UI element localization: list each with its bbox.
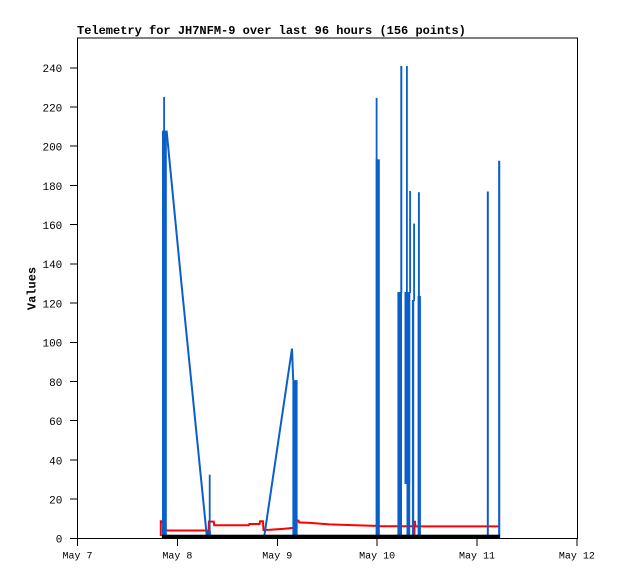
svg-text:180: 180 (42, 182, 62, 194)
svg-text:May 9: May 9 (262, 552, 292, 563)
svg-text:20: 20 (49, 496, 62, 508)
svg-text:160: 160 (42, 221, 62, 233)
svg-text:0: 0 (56, 535, 63, 547)
svg-text:40: 40 (49, 456, 62, 468)
svg-text:120: 120 (42, 300, 62, 312)
svg-text:200: 200 (42, 143, 62, 155)
svg-text:80: 80 (49, 378, 62, 390)
svg-text:May 12: May 12 (559, 552, 595, 563)
svg-text:May 7: May 7 (62, 552, 92, 563)
svg-text:May 11: May 11 (459, 552, 495, 563)
svg-text:240: 240 (42, 64, 62, 76)
svg-text:May 10: May 10 (359, 552, 395, 563)
svg-text:60: 60 (49, 417, 62, 429)
svg-text:140: 140 (42, 260, 62, 272)
svg-text:May 8: May 8 (162, 552, 192, 563)
svg-text:100: 100 (42, 339, 62, 351)
svg-text:220: 220 (42, 103, 62, 115)
svg-text:Telemetry for JH7NFM-9 over la: Telemetry for JH7NFM-9 over last 96 hour… (77, 24, 466, 38)
svg-text:Values: Values (26, 267, 40, 310)
